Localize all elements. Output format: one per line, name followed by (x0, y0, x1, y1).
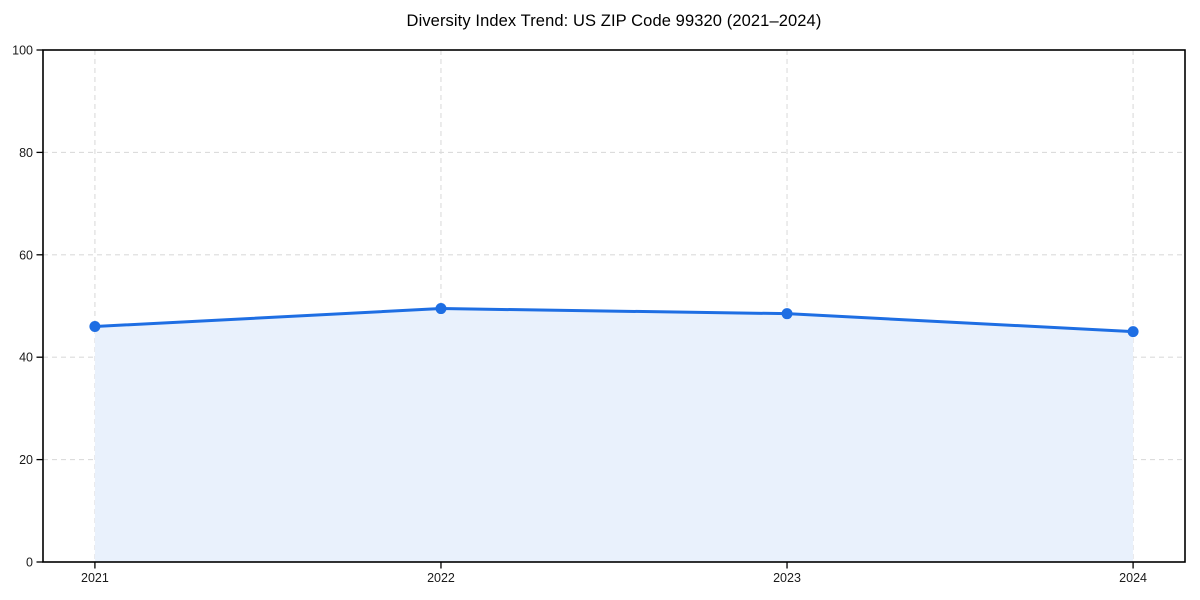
data-point-marker (1127, 326, 1139, 338)
data-point-marker (89, 320, 101, 332)
area-fill (94, 308, 1134, 562)
x-axis-tick-label: 2023 (773, 571, 801, 585)
plot-border (42, 49, 1186, 563)
y-axis-tick-label: 60 (19, 248, 33, 262)
y-axis-tick-label: 40 (19, 351, 33, 365)
data-point-marker (781, 308, 793, 320)
x-axis-tick-label: 2022 (427, 571, 455, 585)
x-axis-tick-label: 2024 (1119, 571, 1147, 585)
data-point-marker (435, 303, 447, 315)
y-axis-tick-label: 20 (19, 453, 33, 467)
y-axis-tick-label: 100 (12, 44, 33, 58)
trend-line (93, 307, 1135, 334)
chart-title: Diversity Index Trend: US ZIP Code 99320… (406, 12, 822, 30)
x-axis-tick-label: 2021 (81, 571, 109, 585)
y-axis-tick-label: 0 (26, 556, 33, 570)
y-axis-tick-label: 80 (19, 146, 33, 160)
